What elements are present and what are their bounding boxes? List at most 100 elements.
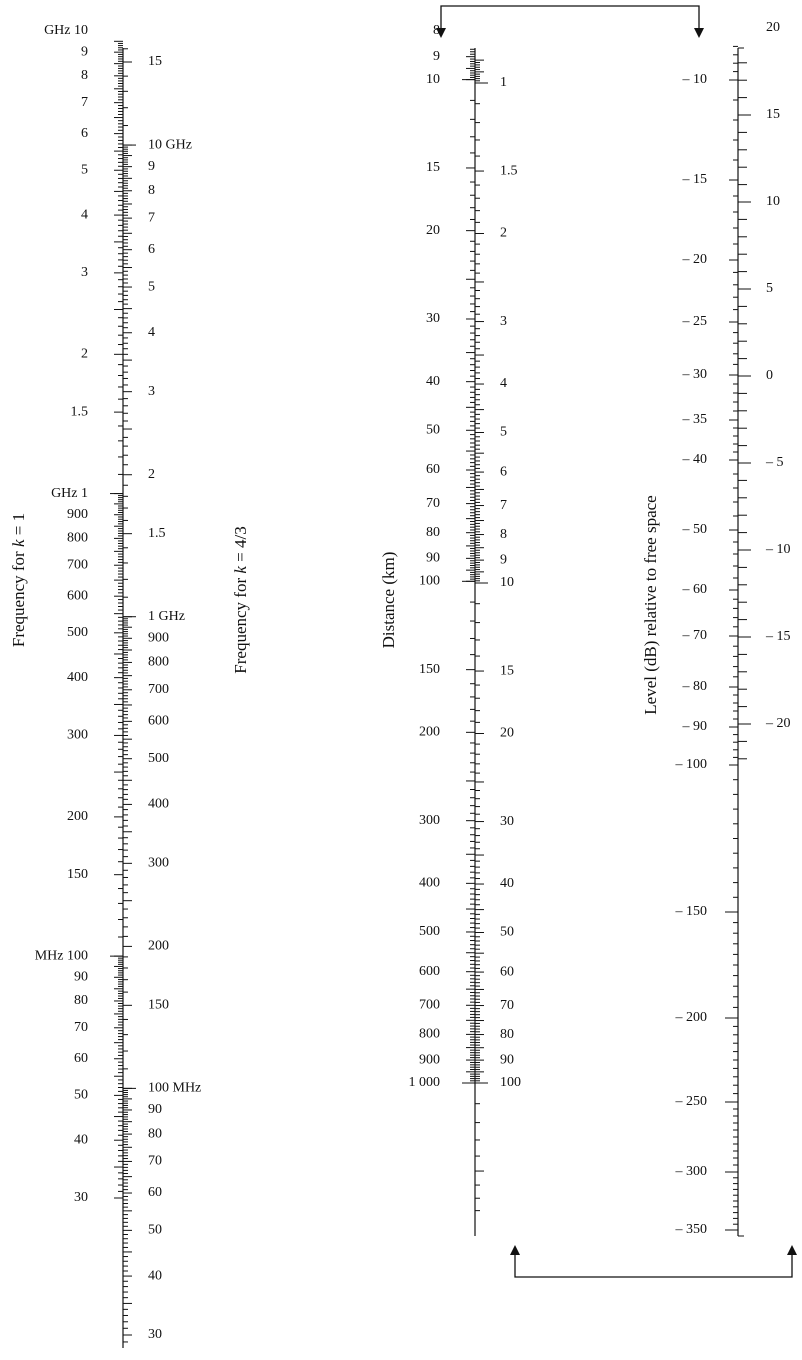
level-db-label: – 80 bbox=[682, 679, 708, 694]
level-db-label: – 40 bbox=[682, 452, 708, 467]
scale-frequency-k43: 15 10 GHz 9 8 7 6 5 4 3 2 1.5 1 GHz 900 800 700 600 500 4… bbox=[123, 48, 201, 1343]
distance-km-label: 30 bbox=[426, 311, 440, 326]
frequency-k43-label: 30 bbox=[148, 1327, 162, 1342]
level-db-label: – 15 bbox=[682, 172, 708, 187]
level-right-label: – 10 bbox=[765, 542, 791, 557]
frequency-k1-label: 80 bbox=[74, 993, 88, 1008]
level-db-label: – 300 bbox=[675, 1164, 708, 1179]
distance-km-label: 100 bbox=[419, 574, 440, 589]
level-right-label: 0 bbox=[766, 368, 773, 383]
frequency-k43-label: 15 bbox=[148, 54, 162, 69]
frequency-k1-label: 200 bbox=[67, 809, 88, 824]
level-db-label: – 20 bbox=[682, 252, 708, 267]
frequency-k1-label: GHz 1 bbox=[51, 486, 88, 501]
distance-km-label: 150 bbox=[419, 662, 440, 677]
frequency-k1-label: 7 bbox=[81, 95, 88, 110]
frequency-k43-label: 60 bbox=[148, 1185, 162, 1200]
frequency-k43-label: 150 bbox=[148, 998, 169, 1013]
frequency-k1-label: 70 bbox=[74, 1020, 88, 1035]
frequency-k1-label: 90 bbox=[74, 970, 88, 985]
level-right-label: 15 bbox=[766, 107, 780, 122]
frequency-k43-label: 500 bbox=[148, 751, 169, 766]
distance-right-label: 70 bbox=[500, 998, 514, 1013]
scale-frequency-k1: GHz 10 9 8 7 6 5 4 3 2 1.5 GHz 1 900 800 700 600 500 400… bbox=[35, 23, 124, 1348]
distance-km-label: 80 bbox=[426, 525, 440, 540]
frequency-k43-label: 900 bbox=[148, 631, 169, 646]
frequency-k43-label: 50 bbox=[148, 1223, 162, 1238]
distance-km-label: 70 bbox=[426, 496, 440, 511]
distance-km-label: 800 bbox=[419, 1027, 440, 1042]
frequency-k43-label: 700 bbox=[148, 682, 169, 697]
distance-right-label: 8 bbox=[500, 527, 507, 542]
level-right-label: 5 bbox=[766, 281, 773, 296]
level-right-label: 10 bbox=[766, 194, 780, 209]
frequency-k1-label: 3 bbox=[81, 265, 88, 280]
frequency-k43-label: 3 bbox=[148, 384, 155, 399]
bottom-connector-arrow bbox=[510, 1245, 797, 1278]
frequency-k43-label: 9 bbox=[148, 159, 155, 174]
frequency-k43-label: 2 bbox=[148, 467, 155, 482]
frequency-k1-label: 2 bbox=[81, 347, 88, 362]
top-connector-arrow bbox=[436, 5, 704, 38]
distance-right-label: 50 bbox=[500, 925, 514, 940]
frequency-k1-label: 4 bbox=[81, 207, 88, 222]
distance-right-label: 3 bbox=[500, 314, 507, 329]
level-title: Level (dB) relative to free space bbox=[641, 495, 660, 714]
distance-right-label: 100 bbox=[500, 1075, 521, 1090]
level-right-label: – 15 bbox=[765, 629, 791, 644]
scale-level: – 10 – 15 – 20 – 25 – 30 – 35 – 40 – 50 – 60 – 70… bbox=[675, 20, 791, 1237]
distance-right-label: 90 bbox=[500, 1052, 514, 1067]
distance-right-label: 9 bbox=[500, 552, 507, 567]
frequency-k43-label: 200 bbox=[148, 939, 169, 954]
frequency-k1-label: 300 bbox=[67, 728, 88, 743]
frequency-k1-label: 800 bbox=[67, 531, 88, 546]
frequency-k43-label: 1.5 bbox=[148, 526, 166, 541]
frequency-k43-label: 70 bbox=[148, 1154, 162, 1169]
frequency-k43-label: 4 bbox=[148, 325, 155, 340]
level-db-label: – 25 bbox=[682, 314, 708, 329]
level-right-label: 20 bbox=[766, 20, 780, 35]
distance-km-label: 500 bbox=[419, 924, 440, 939]
frequency-k1-label: 5 bbox=[81, 162, 88, 177]
distance-km-label: 9 bbox=[433, 49, 440, 64]
distance-km-label: 400 bbox=[419, 876, 440, 891]
distance-km-label: 8 bbox=[433, 23, 440, 38]
distance-km-label: 60 bbox=[426, 462, 440, 477]
frequency-k1-label: 150 bbox=[67, 867, 88, 882]
level-db-label: – 70 bbox=[682, 628, 708, 643]
level-db-label: – 350 bbox=[675, 1222, 708, 1237]
distance-right-label: 20 bbox=[500, 726, 514, 741]
frequency-k1-label: 700 bbox=[67, 557, 88, 572]
distance-right-label: 6 bbox=[500, 464, 507, 479]
frequency-k1-label: 400 bbox=[67, 670, 88, 685]
level-db-label: – 50 bbox=[682, 522, 708, 537]
distance-km-label: 600 bbox=[419, 964, 440, 979]
frequency-k1-label: 40 bbox=[74, 1132, 88, 1147]
frequency-k1-label: 8 bbox=[81, 68, 88, 83]
distance-right-label: 1.5 bbox=[500, 163, 518, 178]
level-db-label: – 30 bbox=[682, 367, 708, 382]
distance-km-label: 50 bbox=[426, 423, 440, 438]
frequency-k43-label: 7 bbox=[148, 210, 155, 225]
frequency-k1-label: 6 bbox=[81, 126, 88, 141]
distance-km-label: 300 bbox=[419, 813, 440, 828]
distance-km-label: 900 bbox=[419, 1052, 440, 1067]
distance-right-label: 40 bbox=[500, 876, 514, 891]
level-db-label: – 60 bbox=[682, 582, 708, 597]
frequency-k43-label: 600 bbox=[148, 714, 169, 729]
frequency-k43-label: 800 bbox=[148, 655, 169, 670]
frequency-k43-label: 1 GHz bbox=[148, 609, 185, 624]
distance-right-label: 5 bbox=[500, 425, 507, 440]
frequency-k1-label: MHz 100 bbox=[35, 948, 88, 963]
distance-right-label: 10 bbox=[500, 575, 514, 590]
distance-km-label: 20 bbox=[426, 223, 440, 238]
level-db-label: – 200 bbox=[675, 1010, 708, 1025]
distance-right-label: 60 bbox=[500, 964, 514, 979]
distance-right-label: 30 bbox=[500, 814, 514, 829]
distance-right-label: 2 bbox=[500, 226, 507, 241]
frequency-k1-label: 9 bbox=[81, 44, 88, 59]
frequency-k1-label: 60 bbox=[74, 1051, 88, 1066]
level-db-label: – 35 bbox=[682, 412, 708, 427]
frequency-k43-label: 400 bbox=[148, 797, 169, 812]
